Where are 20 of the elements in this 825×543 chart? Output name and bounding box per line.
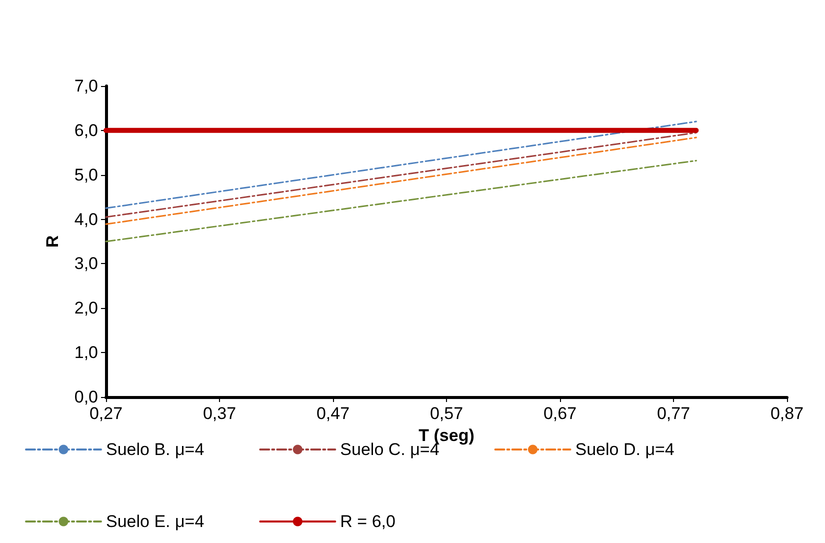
legend-label: Suelo B. μ=4 bbox=[106, 440, 204, 459]
y-tick-label: 4,0 bbox=[74, 210, 98, 229]
y-tick-label: 0,0 bbox=[74, 388, 98, 406]
y-tick-label: 2,0 bbox=[74, 298, 98, 318]
y-tick-label: 5,0 bbox=[74, 165, 98, 184]
x-tick-label: 0,57 bbox=[430, 404, 464, 423]
y-axis-title: R bbox=[43, 235, 62, 248]
x-tick-label: 0,27 bbox=[89, 404, 123, 423]
x-tick-label: 0,87 bbox=[770, 404, 804, 423]
y-tick-label: 7,0 bbox=[74, 76, 98, 96]
y-tick-label: 3,0 bbox=[74, 254, 98, 274]
y-tick-label: 6,0 bbox=[74, 120, 98, 140]
legend-label: Suelo E. μ=4 bbox=[106, 512, 204, 531]
legend-label: R = 6,0 bbox=[340, 512, 396, 531]
y-tick-label: 1,0 bbox=[74, 343, 98, 362]
x-tick-label: 0,47 bbox=[316, 404, 350, 423]
x-tick-label: 0,67 bbox=[543, 404, 577, 423]
legend-label: Suelo D. μ=4 bbox=[575, 440, 674, 459]
x-tick-label: 0,37 bbox=[202, 404, 236, 423]
x-tick-label: 0,77 bbox=[656, 404, 690, 423]
